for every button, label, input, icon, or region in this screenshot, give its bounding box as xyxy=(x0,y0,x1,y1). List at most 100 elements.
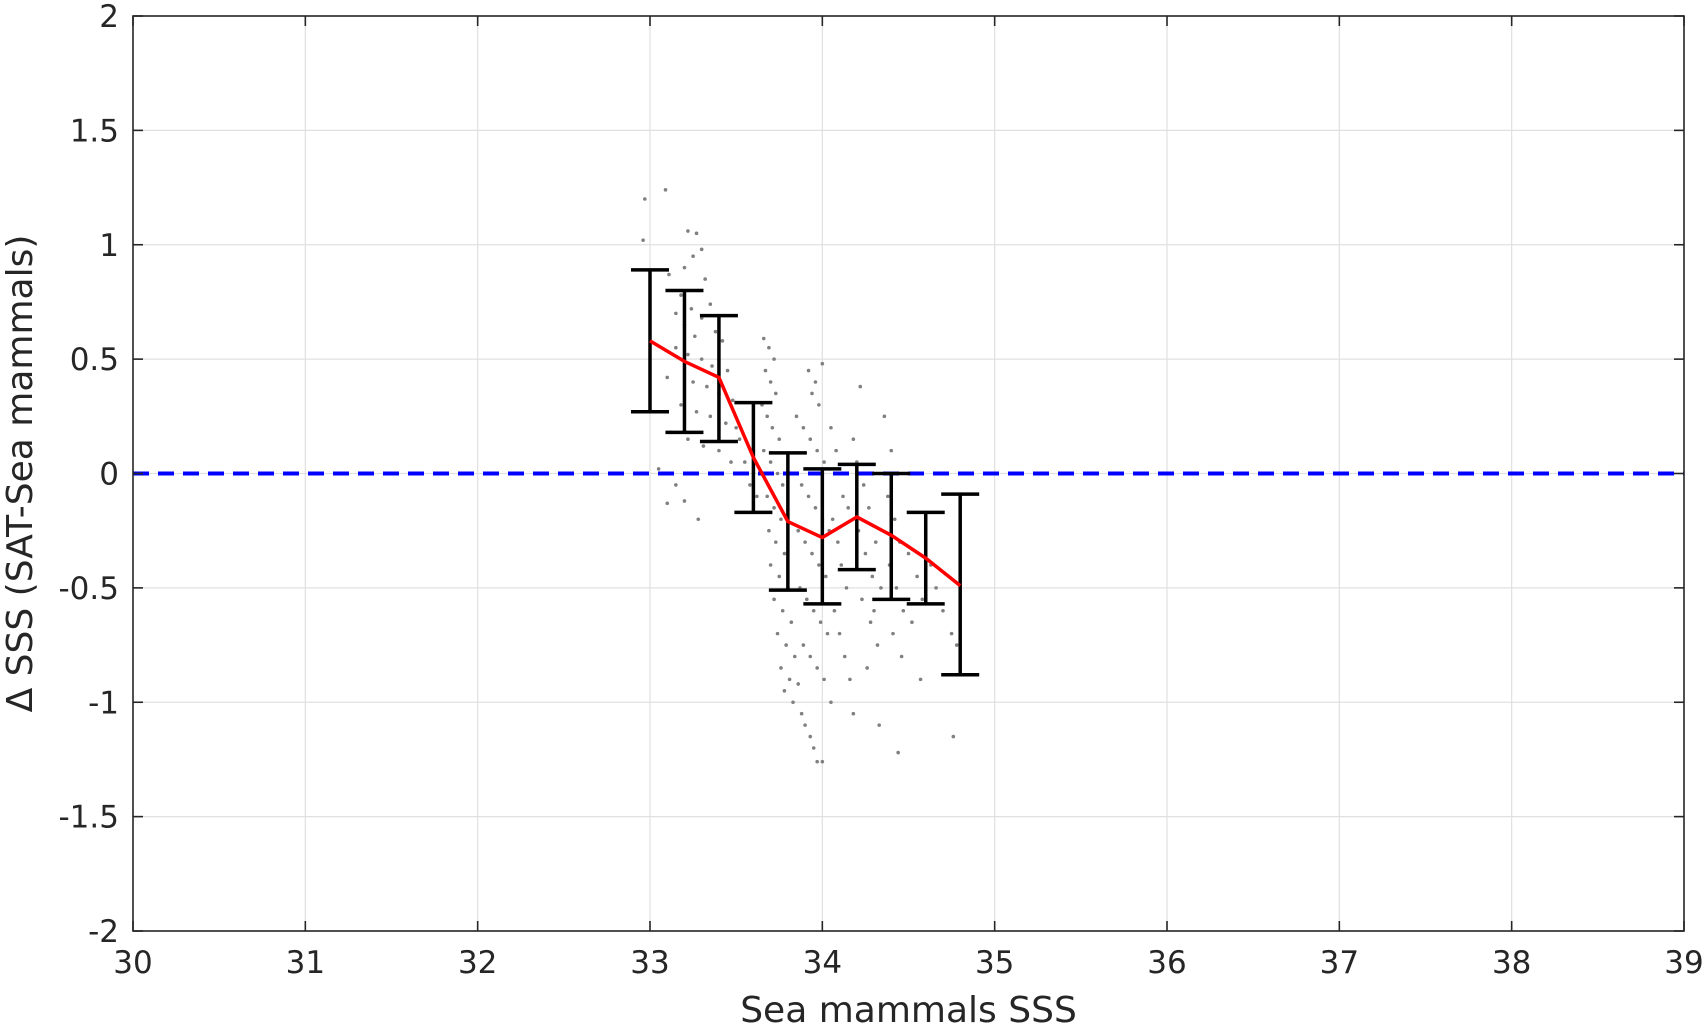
scatter-point xyxy=(829,425,833,430)
y-axis-title: Δ SSS (SAT-Sea mammals) xyxy=(0,235,41,713)
scatter-point xyxy=(851,437,856,441)
scatter-point xyxy=(949,631,954,636)
scatter-point xyxy=(686,437,690,441)
scatter-point xyxy=(674,311,678,316)
scatter-point xyxy=(796,528,801,533)
scatter-point xyxy=(768,460,773,464)
scatter-point xyxy=(775,631,780,636)
x-tick-label: 35 xyxy=(975,945,1014,981)
scatter-point xyxy=(799,483,804,487)
x-tick-label: 33 xyxy=(630,945,669,981)
scatter-point xyxy=(837,631,842,636)
scatter-point xyxy=(730,398,735,403)
scatter-point xyxy=(806,368,811,373)
scatter-point xyxy=(691,380,695,384)
scatter-point xyxy=(811,608,816,613)
scatter-point xyxy=(765,494,769,499)
scatter-point xyxy=(720,339,725,343)
scatter-points xyxy=(641,188,962,764)
scatter-point xyxy=(667,272,671,277)
scatter-point xyxy=(799,711,804,716)
scatter-point xyxy=(805,597,809,602)
scatter-point xyxy=(789,620,794,624)
scatter-point xyxy=(792,654,797,659)
scatter-point xyxy=(877,723,882,727)
scatter-point xyxy=(725,368,730,373)
scatter-point xyxy=(941,608,945,613)
scatter-point xyxy=(806,494,811,499)
scatter-point xyxy=(825,631,830,636)
scatter-point xyxy=(686,229,690,233)
x-axis-ticks: 30 31 32 33 34 35 36 37 38 39 xyxy=(113,16,1704,981)
scatter-point xyxy=(846,506,850,510)
scatter-point xyxy=(734,425,738,430)
scatter-point xyxy=(742,460,747,464)
x-tick-label: 32 xyxy=(458,945,497,981)
y-tick-label: 0 xyxy=(99,457,119,493)
y-axis-ticks: -2 -1.5 -1 -0.5 0 0.5 1 1.5 2 xyxy=(59,0,1684,950)
scatter-point xyxy=(777,574,782,579)
scatter-point xyxy=(772,357,776,361)
scatter-point xyxy=(761,336,766,341)
scatter-point xyxy=(920,597,925,602)
scatter-point xyxy=(674,483,678,487)
scatter-point xyxy=(810,551,814,556)
x-tick-label: 39 xyxy=(1664,945,1703,981)
scatter-point xyxy=(803,723,807,727)
scatter-point xyxy=(729,460,733,464)
scatter-point xyxy=(656,467,661,471)
scatter-point xyxy=(777,437,782,441)
scatter-point xyxy=(839,563,844,567)
scatter-point xyxy=(761,448,766,453)
scatter-point xyxy=(767,528,771,533)
scatter-point xyxy=(772,506,776,510)
scatter-point xyxy=(682,499,687,503)
scatter-point xyxy=(817,563,821,567)
scatter-point xyxy=(860,597,864,602)
scatter-point xyxy=(870,574,875,579)
y-tick-label: -2 xyxy=(88,914,119,950)
scatter-point xyxy=(713,329,718,334)
scatter-point xyxy=(703,277,707,281)
scatter-point xyxy=(748,483,752,487)
scatter-point xyxy=(724,421,728,425)
scatter-point xyxy=(858,384,863,389)
scatter-point xyxy=(679,293,683,297)
scatter-point xyxy=(872,608,876,613)
scatter-point xyxy=(780,608,785,613)
scatter-point xyxy=(717,448,721,453)
scatter-point xyxy=(934,586,938,590)
scatter-point xyxy=(737,437,742,441)
x-tick-label: 38 xyxy=(1492,945,1531,981)
scatter-point xyxy=(682,265,687,270)
x-tick-label: 37 xyxy=(1320,945,1359,981)
scatter-point xyxy=(818,620,823,624)
scatter-point xyxy=(918,677,923,682)
scatter-point xyxy=(882,414,887,419)
scatter-point xyxy=(813,506,818,510)
scatter-point xyxy=(915,574,919,579)
scatter-point xyxy=(782,551,787,556)
scatter-point xyxy=(696,517,701,522)
scatter-point xyxy=(643,197,647,201)
scatter-point xyxy=(848,677,852,682)
scatter-point xyxy=(834,448,838,453)
scatter-point xyxy=(708,414,713,419)
scatter-point xyxy=(641,238,645,242)
scatter-point xyxy=(693,334,697,339)
scatter-point xyxy=(836,540,840,544)
scatter-point xyxy=(770,425,775,430)
scatter-point xyxy=(810,391,814,396)
scatter-point xyxy=(951,734,956,739)
scatter-point xyxy=(815,666,819,670)
scatter-point xyxy=(894,586,899,590)
scatter-point xyxy=(844,586,849,590)
y-tick-label: 2 xyxy=(99,0,119,35)
scatter-point xyxy=(813,380,818,384)
scatter-point xyxy=(865,666,869,670)
x-axis-title: Sea mammals SSS xyxy=(740,990,1077,1031)
scatter-point xyxy=(689,307,694,311)
scatter-point xyxy=(768,563,773,567)
scatter-point xyxy=(808,734,813,739)
